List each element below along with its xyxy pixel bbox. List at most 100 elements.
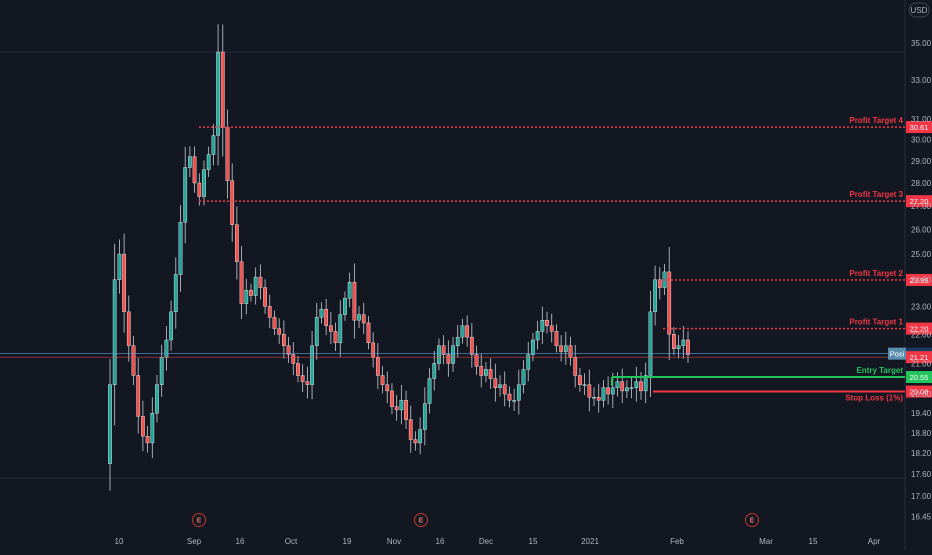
candle[interactable] — [145, 425, 150, 453]
candle[interactable] — [592, 387, 596, 407]
candle[interactable] — [197, 173, 202, 206]
candle[interactable] — [549, 313, 554, 343]
candle[interactable] — [173, 257, 178, 329]
candle[interactable] — [521, 360, 526, 394]
price-level-tag[interactable]: 22.20 — [906, 322, 932, 335]
candle[interactable] — [150, 397, 155, 459]
candle[interactable] — [686, 331, 690, 363]
candle[interactable] — [263, 279, 267, 315]
earnings-event-marker[interactable]: E — [414, 513, 428, 527]
candle[interactable] — [620, 368, 625, 404]
time-axis[interactable]: 10 Sep 16 Oct 19 Nov 16 Dec 15 2021 Feb Mar 15 Apr — [115, 537, 881, 546]
currency-badge[interactable]: USD — [908, 2, 930, 18]
candle[interactable] — [296, 356, 300, 383]
candle[interactable] — [117, 239, 122, 294]
candle[interactable] — [441, 335, 446, 365]
candle[interactable] — [310, 330, 314, 400]
candle[interactable] — [578, 367, 582, 392]
candle[interactable] — [300, 364, 305, 392]
candle[interactable] — [634, 366, 639, 402]
candle[interactable] — [333, 322, 338, 351]
candle[interactable] — [220, 24, 225, 157]
candle[interactable] — [361, 302, 366, 334]
candle[interactable] — [211, 124, 216, 166]
candle[interactable] — [216, 24, 220, 166]
candle[interactable] — [526, 342, 531, 382]
candle[interactable] — [413, 431, 418, 451]
candle[interactable] — [437, 338, 441, 371]
candle[interactable] — [676, 335, 681, 359]
candle[interactable] — [606, 376, 610, 405]
candle[interactable] — [136, 358, 141, 434]
candle[interactable] — [178, 204, 183, 292]
earnings-event-marker[interactable]: E — [192, 513, 206, 527]
candle[interactable] — [286, 336, 291, 363]
candle[interactable] — [272, 310, 277, 335]
candle[interactable] — [545, 311, 549, 334]
candle[interactable] — [657, 267, 662, 300]
candle[interactable] — [108, 359, 112, 491]
candle[interactable] — [281, 320, 286, 359]
candle[interactable] — [653, 265, 657, 326]
candles[interactable] — [108, 24, 690, 491]
candle[interactable] — [488, 358, 493, 389]
candle[interactable] — [596, 383, 601, 413]
candle[interactable] — [502, 371, 507, 407]
candle[interactable] — [516, 369, 521, 415]
candle[interactable] — [681, 326, 686, 359]
candle[interactable] — [244, 278, 249, 315]
candle[interactable] — [563, 331, 568, 365]
candle[interactable] — [131, 335, 136, 386]
candle[interactable] — [427, 368, 432, 414]
candle[interactable] — [314, 302, 319, 360]
candle[interactable] — [122, 233, 126, 333]
candle[interactable] — [357, 306, 361, 328]
candle[interactable] — [625, 380, 629, 398]
candle[interactable] — [343, 291, 347, 321]
price-level-tag[interactable]: 27.20 — [906, 195, 932, 208]
candle[interactable] — [474, 345, 479, 375]
price-level-tag[interactable]: 30.61 — [906, 121, 932, 134]
candle[interactable] — [183, 146, 188, 244]
candle[interactable] — [512, 388, 517, 411]
candle[interactable] — [469, 323, 474, 368]
candle[interactable] — [352, 263, 357, 339]
price-level-tag[interactable]: 23.99 — [906, 273, 932, 286]
candle[interactable] — [465, 315, 470, 347]
candle[interactable] — [239, 246, 244, 319]
candle[interactable] — [347, 272, 352, 308]
candle[interactable] — [484, 361, 488, 383]
candle[interactable] — [455, 324, 460, 358]
candle[interactable] — [582, 373, 587, 396]
candle[interactable] — [258, 264, 263, 300]
candle[interactable] — [540, 306, 545, 345]
candle[interactable] — [394, 394, 399, 421]
candle[interactable] — [404, 390, 408, 429]
candle[interactable] — [446, 340, 451, 377]
candle[interactable] — [338, 300, 343, 357]
price-level-tag[interactable]: 20.55 — [906, 371, 932, 384]
candle[interactable] — [535, 321, 540, 350]
price-axis[interactable]: 35.00 33.00 31.00 30.00 29.00 28.00 27.00 26.00… — [911, 39, 932, 522]
candle[interactable] — [126, 295, 131, 362]
candle[interactable] — [230, 163, 235, 242]
candle[interactable] — [667, 246, 672, 361]
candle[interactable] — [390, 383, 394, 414]
candle[interactable] — [253, 267, 258, 305]
candle[interactable] — [408, 405, 413, 453]
candle[interactable] — [498, 375, 502, 397]
candle[interactable] — [380, 366, 385, 394]
candle[interactable] — [366, 315, 371, 350]
candle[interactable] — [169, 300, 173, 351]
earnings-event-marker[interactable]: E — [745, 513, 759, 527]
candle[interactable] — [202, 160, 206, 206]
candle[interactable] — [192, 146, 197, 193]
candle[interactable] — [629, 376, 634, 399]
candle[interactable] — [267, 294, 272, 329]
candle[interactable] — [206, 146, 211, 178]
candle[interactable] — [643, 362, 648, 404]
candle[interactable] — [277, 318, 282, 344]
candle[interactable] — [305, 366, 310, 399]
candle[interactable] — [399, 385, 404, 425]
